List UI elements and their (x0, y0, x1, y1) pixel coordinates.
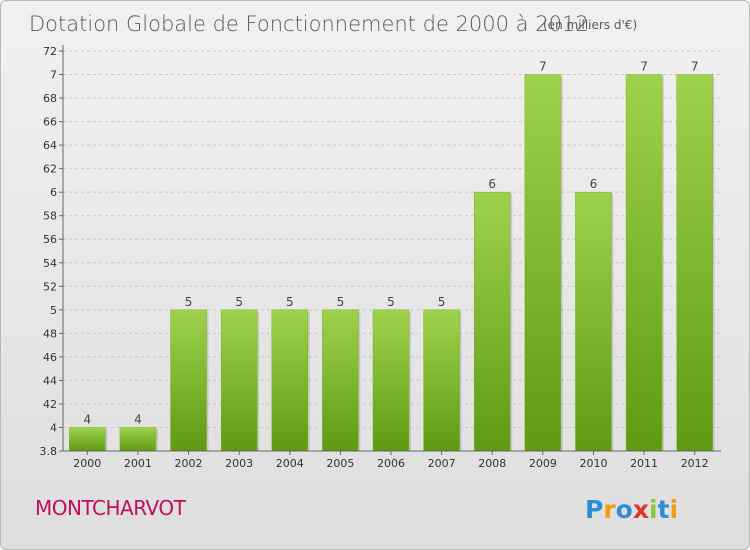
chart-subtitle: (en milliers d'€) (543, 18, 637, 32)
bar-2009 (524, 74, 562, 452)
data-label: 5 (438, 295, 446, 309)
y-tick-label: 68 (43, 92, 57, 105)
data-label: 6 (590, 177, 598, 191)
y-tick-label: 62 (43, 163, 57, 176)
y-tick-label: 72 (43, 45, 57, 58)
x-tick-label: 2011 (630, 457, 658, 470)
data-label: 5 (387, 295, 395, 309)
bar-2011 (625, 74, 663, 452)
bar-2010 (575, 191, 612, 452)
bar-2005 (322, 309, 359, 452)
commune-name: MONTCHARVOT (35, 496, 187, 520)
data-label: 7 (539, 60, 547, 74)
data-label: 5 (286, 295, 294, 309)
y-tick-label: 58 (43, 210, 57, 223)
x-tick-label: 2006 (377, 457, 405, 470)
data-label: 4 (83, 412, 91, 426)
data-label: 4 (134, 412, 142, 426)
bar-2003 (220, 309, 258, 452)
x-tick-label: 2012 (681, 457, 709, 470)
bar-2001 (119, 427, 157, 452)
logo-letter: i (649, 495, 658, 524)
x-tick-label: 2009 (529, 457, 557, 470)
y-tick-label: 64 (43, 139, 57, 152)
bar-2006 (372, 309, 410, 452)
logo-letter: i (670, 495, 679, 524)
y-tick-label: 44 (43, 374, 57, 387)
bar-2007 (423, 309, 460, 452)
data-label: 6 (488, 177, 496, 191)
y-tick-label: 42 (43, 398, 57, 411)
bar-layer: 4 4 5 5 5 5 5 5 6 7 6 7 7 (69, 60, 715, 452)
logo-text: Proxiti (585, 495, 678, 524)
bar-2008 (473, 191, 511, 452)
x-tick-label: 2000 (73, 457, 101, 470)
logo-letter: x (633, 495, 649, 524)
y-tick-label: 56 (43, 233, 57, 246)
data-label: 7 (691, 60, 699, 74)
bar-2012 (676, 74, 713, 452)
bar-2000 (69, 427, 106, 452)
data-label: 5 (337, 295, 345, 309)
y-tick-label: 4 (50, 421, 57, 434)
y-tick-label: 54 (43, 257, 57, 270)
x-tick-label: 2005 (326, 457, 354, 470)
proxiti-logo: Proxiti (585, 495, 678, 524)
bar-2004 (271, 309, 309, 452)
data-label: 5 (235, 295, 243, 309)
chart-title: Dotation Globale de Fonctionnement de 20… (29, 12, 589, 36)
y-tick-label: 48 (43, 327, 57, 340)
x-tick-label: 2003 (225, 457, 253, 470)
bar-2002 (170, 309, 207, 452)
y-tick-label: 46 (43, 351, 57, 364)
logo-letter: P (585, 495, 603, 524)
logo-letter: t (658, 495, 670, 524)
x-tick-label: 2010 (579, 457, 607, 470)
x-tick-label: 2002 (175, 457, 203, 470)
y-tick-label: 7 (50, 69, 57, 82)
y-tick-label: 52 (43, 280, 57, 293)
x-tick-label: 2007 (428, 457, 456, 470)
logo-letter: o (616, 495, 633, 524)
x-tick-label: 2008 (478, 457, 506, 470)
data-label: 7 (640, 60, 648, 74)
x-tick-label: 2001 (124, 457, 152, 470)
y-tick-label: 3.8 (40, 445, 58, 458)
y-tick-label: 6 (50, 186, 57, 199)
logo-letter: r (603, 495, 616, 524)
x-tick-label: 2004 (276, 457, 304, 470)
y-tick-label: 66 (43, 116, 57, 129)
data-label: 5 (185, 295, 193, 309)
y-tick-label: 5 (50, 304, 57, 317)
